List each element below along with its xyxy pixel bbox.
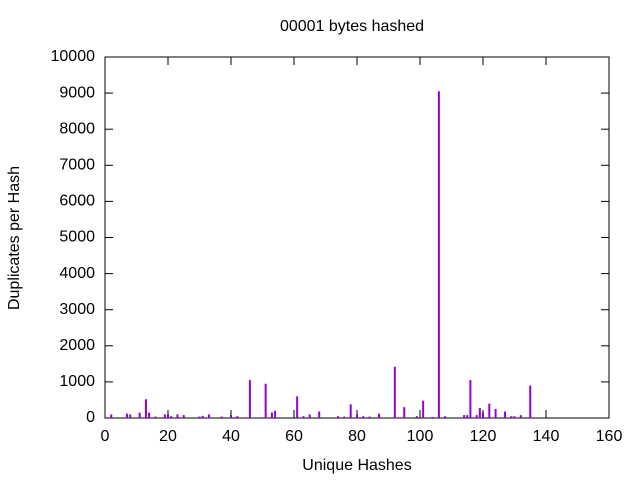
y-axis-label: Duplicates per Hash [6, 166, 23, 310]
chart-title: 00001 bytes hashed [280, 18, 424, 35]
y-tick-label: 3000 [59, 301, 95, 318]
x-tick-label: 160 [596, 428, 623, 445]
y-tick-label: 5000 [59, 229, 95, 246]
x-tick-label: 80 [348, 428, 366, 445]
y-tick-label: 0 [86, 409, 95, 426]
x-tick-label: 120 [470, 428, 497, 445]
plot-border [104, 56, 610, 419]
x-axis-label: Unique Hashes [302, 457, 411, 474]
y-tick-label: 7000 [59, 157, 95, 174]
y-tick-label: 9000 [59, 84, 95, 101]
y-tick-label: 6000 [59, 193, 95, 210]
y-tick-label: 4000 [59, 265, 95, 282]
y-tick-label: 1000 [59, 373, 95, 390]
y-tick-label: 8000 [59, 120, 95, 137]
x-tick-label: 140 [533, 428, 560, 445]
x-tick-label: 60 [285, 428, 303, 445]
x-tick-label: 20 [159, 428, 177, 445]
x-tick-label: 40 [222, 428, 240, 445]
y-tick-label: 2000 [59, 337, 95, 354]
x-tick-label: 0 [101, 428, 110, 445]
y-tick-label: 10000 [51, 48, 96, 65]
x-tick-label: 100 [407, 428, 434, 445]
